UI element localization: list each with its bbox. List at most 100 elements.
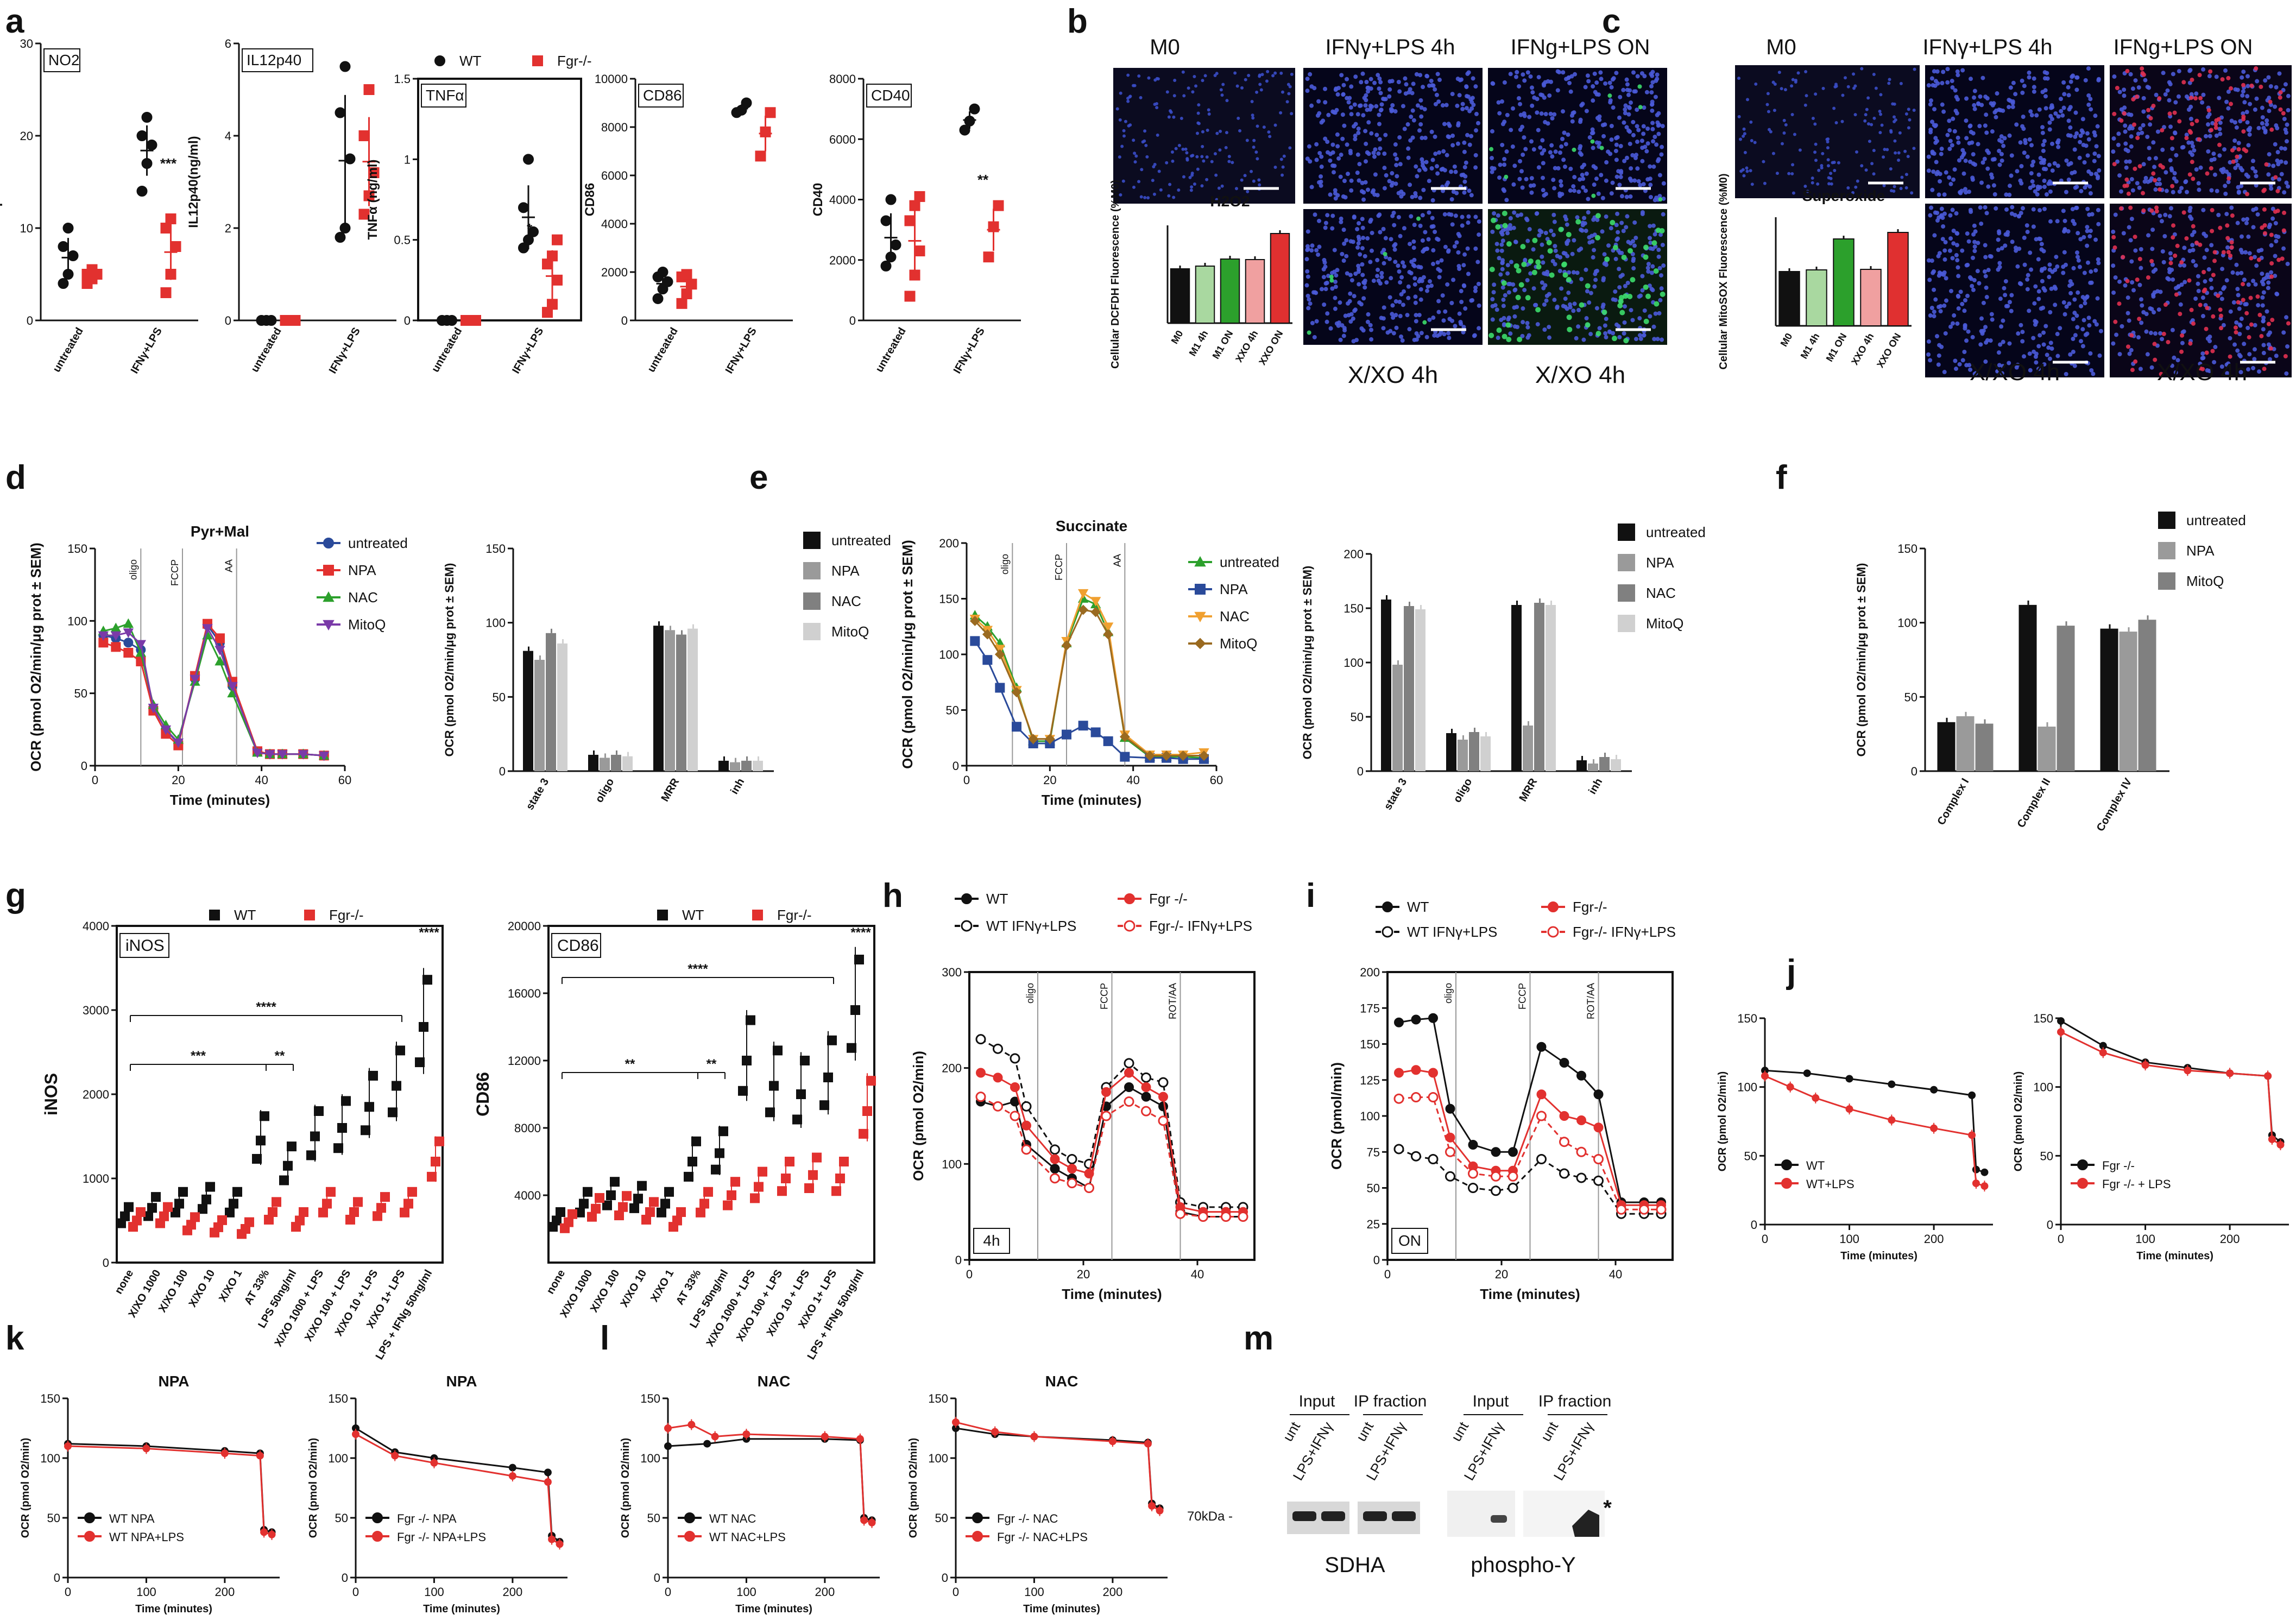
cell: [1552, 112, 1557, 117]
cell: [1316, 99, 1321, 104]
cell: [1942, 257, 1947, 262]
cell: [1168, 182, 1172, 186]
series-line: [1398, 1017, 1661, 1203]
cell: [2216, 293, 2221, 298]
cell: [1661, 212, 1666, 217]
cell: [1967, 124, 1972, 129]
cell: [2112, 245, 2117, 250]
cell: [1504, 149, 1509, 154]
data-point: [664, 1442, 672, 1450]
cell: [1607, 80, 1612, 85]
legend-marker: [323, 565, 334, 576]
cell: [2184, 94, 2189, 99]
cell: [1932, 287, 1937, 292]
cell: [2145, 85, 2150, 90]
cell: [1525, 320, 1530, 325]
cell: [2007, 105, 2011, 110]
cell: [1430, 216, 1435, 220]
cell: [1499, 248, 1504, 253]
cell: [1333, 188, 1338, 193]
cell: [1533, 302, 1538, 307]
cell: [1317, 218, 1322, 223]
cell: [1617, 182, 1622, 187]
cell: [2007, 184, 2012, 188]
cell: [1655, 337, 1660, 342]
cell: [1431, 262, 1436, 267]
cell: [2019, 282, 2023, 287]
cell: [2001, 318, 2005, 323]
cell: [1650, 80, 1655, 85]
cell: [2207, 335, 2212, 339]
bar: [665, 630, 675, 771]
cell: [1947, 118, 1952, 123]
y-tick-label: 100: [1737, 1081, 1757, 1094]
cell: [2237, 352, 2242, 357]
cell: [2179, 186, 2184, 191]
data-point: [523, 154, 534, 165]
cell: [2032, 85, 2036, 90]
data-point: [86, 264, 98, 275]
cell: [1254, 150, 1258, 154]
series-line: [355, 1427, 560, 1543]
cell: [1566, 277, 1572, 283]
cell: [2071, 317, 2076, 321]
cell: [1904, 112, 1908, 116]
cell: [1941, 224, 1946, 229]
cell: [2032, 89, 2036, 94]
cell: [1979, 221, 1984, 226]
y-tick-label: 6000: [601, 169, 628, 182]
cell: [1420, 136, 1424, 141]
cell: [1508, 72, 1513, 77]
cell: [2197, 187, 2202, 192]
bar: [546, 633, 556, 771]
data-point: [552, 234, 563, 245]
y-tick-label: 100: [928, 1452, 948, 1465]
cell: [1452, 164, 1457, 169]
cell: [2030, 179, 2035, 184]
cell: [1617, 115, 1622, 120]
data-point: [380, 1192, 390, 1202]
cell: [1433, 152, 1438, 156]
cell: [1585, 289, 1589, 294]
cell: [2015, 169, 2020, 174]
x-tick-label: 0: [966, 1267, 973, 1281]
cell: [1581, 185, 1586, 190]
cell: [2200, 314, 2205, 319]
data-point: [518, 202, 529, 213]
data-point: [358, 130, 370, 141]
cell: [1355, 112, 1360, 117]
y-tick-label: 100: [1897, 616, 1917, 630]
cell: [2097, 353, 2102, 358]
cell: [1418, 73, 1423, 78]
y-tick-label: 0: [499, 765, 506, 778]
cell: [1580, 102, 1585, 106]
data-point: [361, 1125, 370, 1136]
cell: [1648, 224, 1652, 229]
x-tick-label: 20: [172, 773, 185, 787]
cell: [1348, 291, 1353, 296]
data-point: [1428, 1013, 1438, 1023]
cell: [1258, 83, 1262, 86]
cell: [1281, 90, 1284, 94]
cell: [1934, 172, 1939, 176]
cell: [1349, 278, 1354, 283]
cell: [1512, 210, 1517, 215]
cell: [1469, 193, 1474, 198]
bar: [2138, 620, 2156, 771]
cell: [1837, 161, 1840, 165]
cell: [1984, 295, 1989, 300]
cell: [1351, 339, 1356, 344]
data-point: [746, 1015, 755, 1025]
cell: [1880, 123, 1884, 127]
data-point: [1141, 1072, 1151, 1083]
legend-label: WT: [986, 891, 1008, 907]
cell: [1826, 140, 1830, 144]
cell: [1652, 134, 1657, 139]
cell: [1395, 174, 1399, 179]
legend-swatch: [1618, 554, 1635, 571]
data-point: [684, 1171, 693, 1182]
cell: [2010, 239, 2015, 244]
cell: [1353, 74, 1358, 79]
cell: [2141, 191, 2146, 195]
cell: [1330, 286, 1335, 291]
